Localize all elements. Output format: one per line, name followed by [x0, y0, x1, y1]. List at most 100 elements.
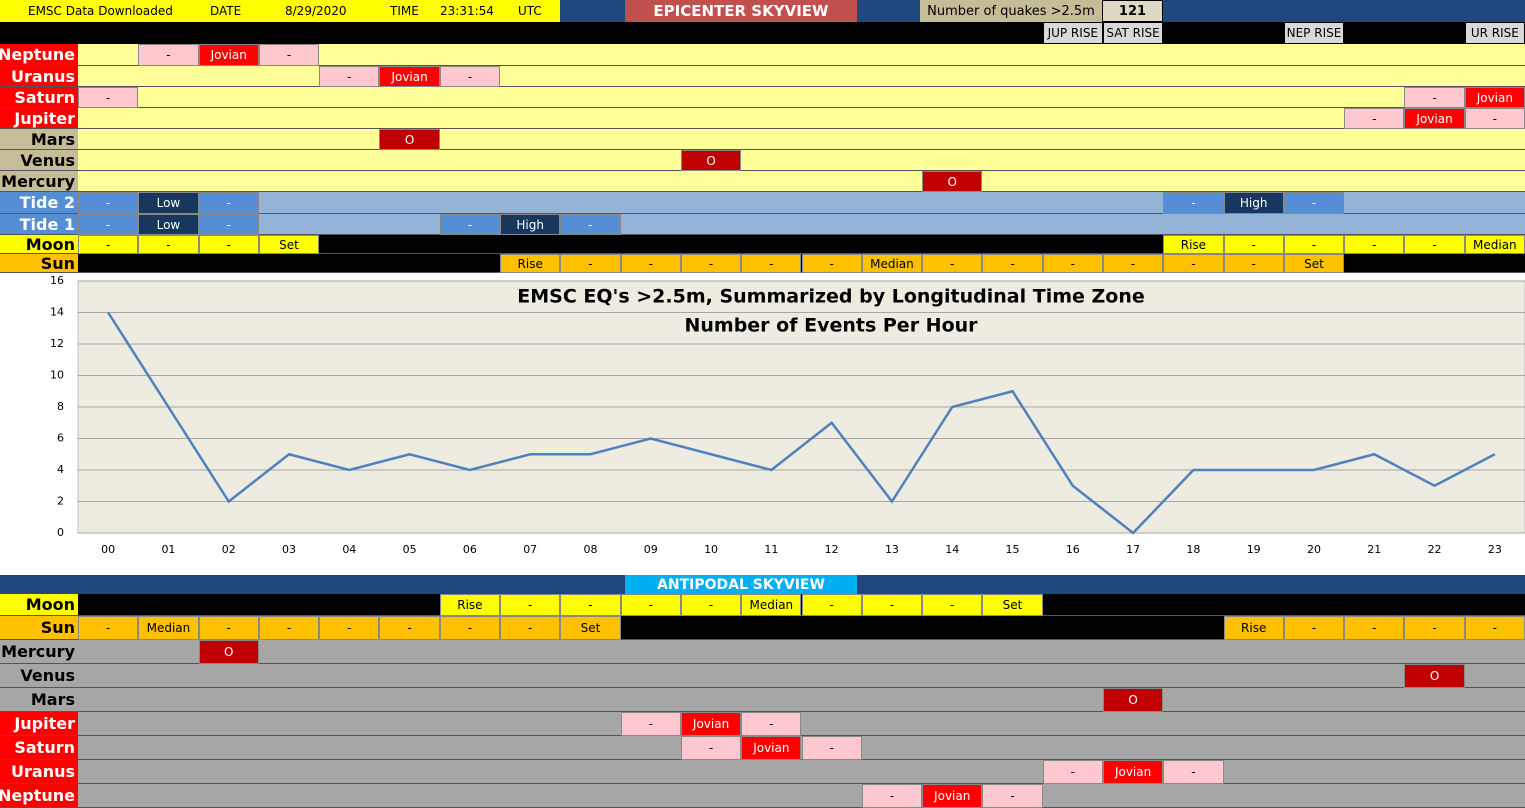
- sky-cell: -: [1464, 616, 1525, 640]
- sky-cell: Median: [138, 616, 199, 640]
- row-label: Jupiter: [0, 108, 78, 129]
- sky-cell: -: [1404, 616, 1465, 640]
- sky-cell: -: [319, 616, 380, 640]
- row-label: Venus: [0, 150, 78, 171]
- y-tick-label: 16: [50, 274, 64, 287]
- sky-cell: -: [500, 616, 561, 640]
- rise-cell: UR RISE: [1465, 23, 1524, 43]
- sky-cell: -: [680, 594, 742, 616]
- x-tick-label: 19: [1247, 543, 1261, 556]
- rise-cell: SAT RISE: [1103, 23, 1163, 43]
- x-tick-label: 12: [825, 543, 839, 556]
- x-tick-label: 15: [1006, 543, 1020, 556]
- sky-cell: -: [861, 784, 923, 808]
- row-bg: [78, 784, 1525, 808]
- sky-cell: -: [78, 616, 139, 640]
- chart-subtitle: Number of Events Per Hour: [684, 315, 978, 337]
- antipodal-title: ANTIPODAL SKYVIEW: [625, 575, 857, 594]
- x-tick-label: 08: [583, 543, 597, 556]
- sky-cell: Median: [741, 594, 802, 616]
- sky-cell: -: [680, 254, 742, 273]
- sky-cell: -: [982, 784, 1043, 808]
- row-label: Moon: [0, 235, 78, 254]
- sky-cell: O: [680, 150, 742, 171]
- x-tick-label: 11: [764, 543, 778, 556]
- chart: EMSC EQ's >2.5m, Summarized by Longitudi…: [50, 274, 1525, 556]
- row-label: Saturn: [0, 87, 78, 108]
- sky-cell: -: [741, 712, 802, 736]
- time-label: TIME: [390, 4, 419, 18]
- row-bg: [78, 664, 1525, 688]
- sky-cell: -: [560, 214, 621, 235]
- sky-cell: O: [379, 129, 440, 150]
- sky-cell: -: [1102, 254, 1164, 273]
- sky-cell: -: [500, 594, 561, 616]
- row-bg: [78, 688, 1525, 712]
- sky-cell: -: [801, 736, 862, 760]
- header-bar: [0, 0, 560, 22]
- x-tick-label: 02: [222, 543, 236, 556]
- row-label: Moon: [0, 594, 78, 616]
- sky-cell: -: [801, 594, 862, 616]
- sky-cell: Rise: [1163, 235, 1224, 254]
- sky-cell: -: [1283, 616, 1345, 640]
- sky-cell: -: [1283, 192, 1345, 214]
- x-tick-label: 17: [1126, 543, 1140, 556]
- sky-cell: -: [1344, 108, 1405, 129]
- x-tick-label: 01: [161, 543, 175, 556]
- sky-cell: Set: [258, 235, 320, 254]
- y-tick-label: 4: [57, 463, 64, 476]
- row-label: Uranus: [0, 66, 78, 87]
- sky-cell: Jovian: [741, 736, 802, 760]
- sky-cell: -: [319, 66, 380, 87]
- sky-cell: High: [500, 214, 561, 235]
- x-tick-label: 13: [885, 543, 899, 556]
- sky-cell: Jovian: [680, 712, 742, 736]
- x-tick-label: 18: [1186, 543, 1200, 556]
- row-bg: [78, 87, 1525, 108]
- sky-cell: Jovian: [198, 44, 259, 66]
- sky-cell: -: [922, 594, 983, 616]
- sky-cell: -: [982, 254, 1043, 273]
- row-bg: [78, 44, 1525, 66]
- sky-cell: -: [198, 616, 259, 640]
- x-tick-label: 05: [403, 543, 417, 556]
- sky-cell: -: [78, 87, 139, 108]
- row-label: Mars: [0, 129, 78, 150]
- row-bg: [78, 214, 1525, 235]
- sky-cell: -: [680, 736, 742, 760]
- sky-cell: Set: [560, 616, 621, 640]
- downloaded-label: EMSC Data Downloaded: [28, 4, 173, 18]
- sky-cell: Median: [861, 254, 923, 273]
- x-tick-label: 16: [1066, 543, 1080, 556]
- sky-cell: -: [1404, 87, 1465, 108]
- row-bg: [78, 712, 1525, 736]
- sky-cell: -: [1223, 235, 1284, 254]
- row-label: Mars: [0, 688, 78, 712]
- row-label: Neptune: [0, 784, 78, 808]
- chart-title: EMSC EQ's >2.5m, Summarized by Longitudi…: [517, 286, 1145, 308]
- sky-cell: Set: [1283, 254, 1345, 273]
- y-tick-label: 10: [50, 369, 64, 382]
- sky-cell: -: [620, 712, 681, 736]
- sky-cell: O: [1404, 664, 1465, 688]
- sky-cell: -: [560, 254, 621, 273]
- sky-cell: -: [1163, 760, 1224, 784]
- x-tick-label: 14: [945, 543, 959, 556]
- sky-cell: -: [1042, 760, 1103, 784]
- sky-cell: -: [439, 616, 501, 640]
- y-tick-label: 0: [57, 526, 64, 539]
- sky-cell: Jovian: [1464, 87, 1525, 108]
- sky-cell: -: [258, 616, 320, 640]
- sky-cell: -: [138, 44, 199, 66]
- sky-cell: Jovian: [1404, 108, 1465, 129]
- x-tick-label: 09: [644, 543, 658, 556]
- row-bg: [78, 108, 1525, 129]
- row-bg: [78, 150, 1525, 171]
- sky-cell: -: [922, 254, 983, 273]
- x-tick-label: 10: [704, 543, 718, 556]
- sky-cell: -: [258, 44, 320, 66]
- sky-cell: Set: [982, 594, 1043, 616]
- quakes-label: Number of quakes >2.5m: [920, 0, 1102, 22]
